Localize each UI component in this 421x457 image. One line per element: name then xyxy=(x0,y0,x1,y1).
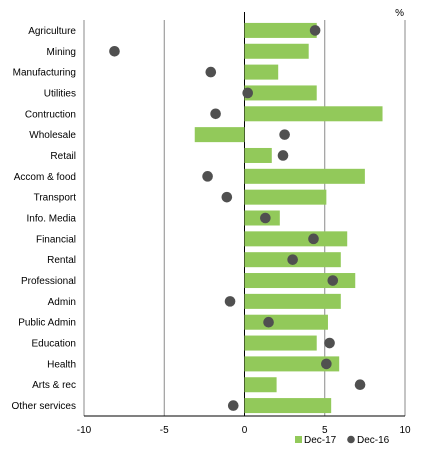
point-2 xyxy=(205,66,217,78)
point-17 xyxy=(354,379,366,391)
bar-13 xyxy=(244,293,341,309)
point-8 xyxy=(221,191,233,203)
point-13 xyxy=(224,296,236,307)
category-label: Mining xyxy=(47,47,76,58)
x-tick-label: -10 xyxy=(77,425,92,436)
category-label: Contruction xyxy=(25,109,76,120)
point-5 xyxy=(279,129,290,140)
point-7 xyxy=(202,171,213,182)
bars xyxy=(194,22,383,414)
point-14 xyxy=(263,316,274,328)
legend: Dec-17 Dec-16 xyxy=(295,435,390,446)
category-label: Health xyxy=(47,359,76,370)
bar-8 xyxy=(244,189,327,205)
category-label: Utilities xyxy=(44,88,76,99)
category-label: Rental xyxy=(47,255,76,266)
category-label: Wholesale xyxy=(29,130,76,141)
bar-1 xyxy=(244,43,309,59)
category-label: Other services xyxy=(12,401,76,412)
point-11 xyxy=(287,254,298,265)
bar-17 xyxy=(244,377,277,393)
x-tick-label: 5 xyxy=(322,425,328,436)
category-label: Arts & rec xyxy=(32,380,76,391)
legend-label: Dec-16 xyxy=(357,435,390,446)
bar-18 xyxy=(244,398,332,414)
category-label: Info. Media xyxy=(27,214,77,225)
category-labels: Agriculture Mining Manufacturing Utilities C… xyxy=(12,26,77,412)
category-label: Admin xyxy=(48,297,76,308)
point-12 xyxy=(327,275,339,286)
x-tick-label: -5 xyxy=(160,425,169,436)
category-label: Transport xyxy=(34,193,77,204)
x-tick-label: 0 xyxy=(242,425,248,436)
bar-2 xyxy=(244,64,279,80)
point-4 xyxy=(210,108,221,120)
legend-swatch-bar xyxy=(295,436,302,443)
unit-label: % xyxy=(395,8,404,19)
x-tick-labels: -10 -5 0 5 10 xyxy=(77,425,411,436)
category-label: Retail xyxy=(50,151,76,162)
category-label: Accom & food xyxy=(14,172,76,183)
bar-7 xyxy=(244,168,365,184)
point-3 xyxy=(242,87,254,99)
point-18 xyxy=(227,400,239,411)
bar-4 xyxy=(244,106,383,122)
points xyxy=(109,25,366,411)
point-15 xyxy=(324,337,335,349)
category-label: Manufacturing xyxy=(13,68,76,79)
bar-5 xyxy=(194,127,245,143)
category-label: Professional xyxy=(21,276,76,287)
category-label: Education xyxy=(32,339,76,350)
bar-10 xyxy=(244,231,348,247)
category-label: Financial xyxy=(36,234,76,245)
legend-label: Dec-17 xyxy=(304,435,337,446)
x-tick-label: 10 xyxy=(399,425,411,436)
point-9 xyxy=(260,212,271,224)
bar-6 xyxy=(244,147,272,163)
point-0 xyxy=(309,25,321,36)
point-6 xyxy=(277,150,289,161)
point-1 xyxy=(109,45,120,57)
point-10 xyxy=(308,233,319,245)
bar-16 xyxy=(244,356,340,372)
category-label: Public Admin xyxy=(18,318,76,329)
bar-12 xyxy=(244,273,356,289)
bar-15 xyxy=(244,335,317,351)
bar-14 xyxy=(244,314,328,330)
category-label: Agriculture xyxy=(28,26,76,37)
bar-0 xyxy=(244,22,317,38)
legend-swatch-point xyxy=(347,435,355,444)
bar-3 xyxy=(244,85,317,101)
point-16 xyxy=(321,358,332,370)
